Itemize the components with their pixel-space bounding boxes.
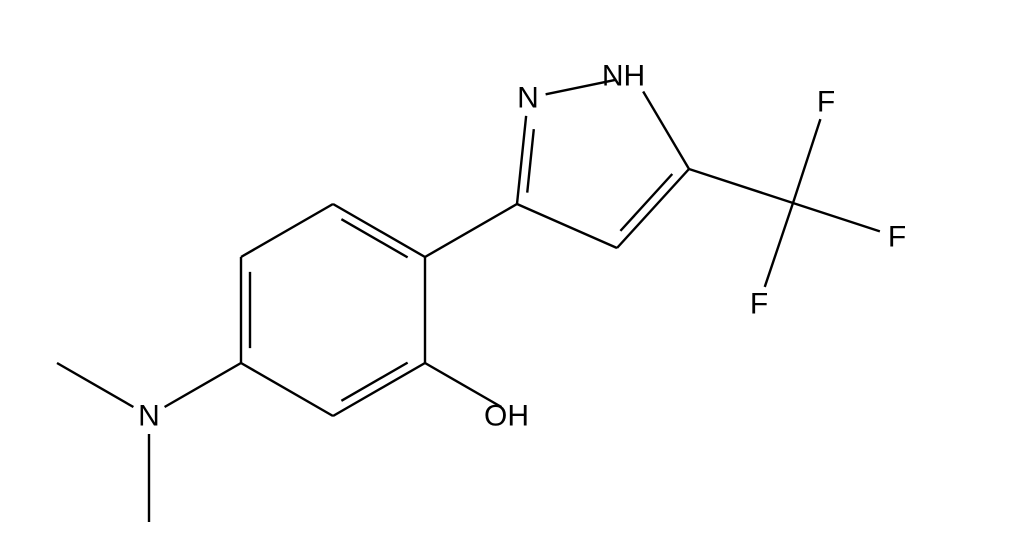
bond [527, 129, 534, 192]
bond [689, 169, 793, 203]
bond [643, 91, 689, 169]
bond [57, 363, 133, 407]
atom-label-n1: NH [602, 60, 645, 93]
molecule-diagram: N OH N NH F F F [0, 0, 1018, 560]
bond [517, 204, 617, 248]
bond [620, 174, 672, 231]
bond [425, 204, 517, 257]
bond [165, 363, 241, 407]
atom-label-f_rt: F [888, 221, 906, 254]
bond [617, 169, 689, 248]
bond [793, 203, 880, 231]
atom-label-n_dimethyl: N [138, 400, 160, 433]
atom-label-f_dn: F [750, 288, 768, 321]
bond [341, 363, 407, 401]
bond [333, 363, 425, 416]
bond [241, 363, 333, 416]
atom-label-oh: OH [484, 400, 529, 433]
bond [241, 204, 333, 257]
bond [341, 219, 407, 257]
bond [765, 203, 793, 287]
atom-label-n2: N [517, 82, 539, 115]
bond [793, 119, 820, 203]
atom-label-f_up: F [817, 86, 835, 119]
bond [333, 204, 425, 257]
bond [517, 116, 526, 204]
